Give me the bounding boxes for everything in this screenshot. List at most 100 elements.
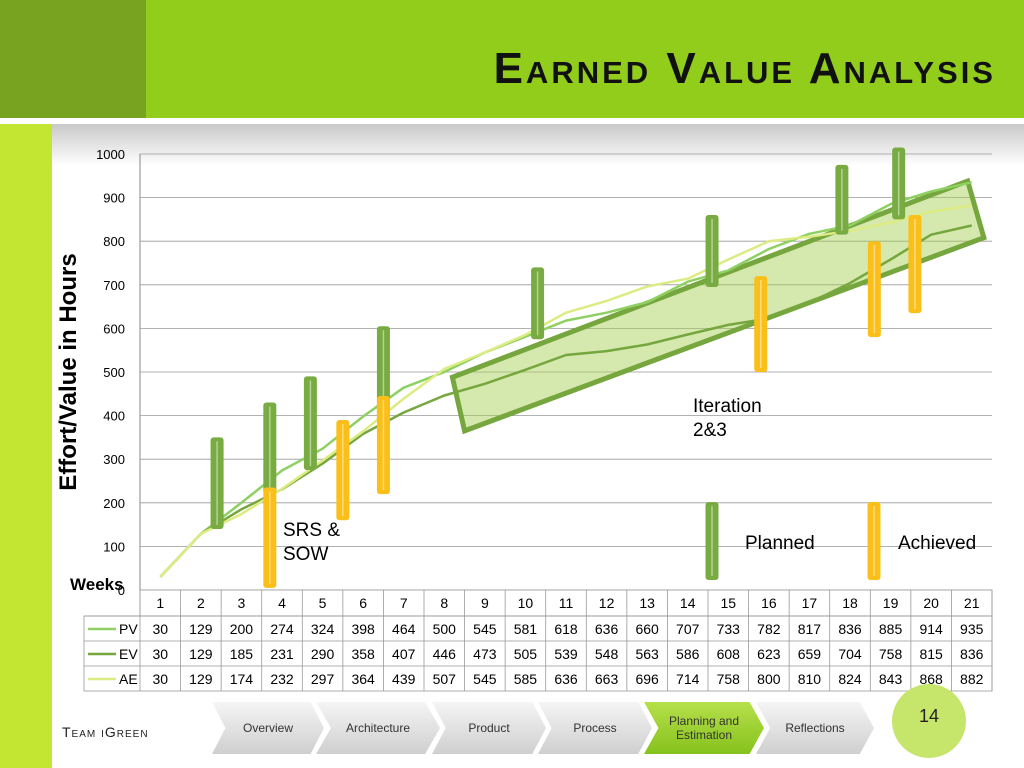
table-week-cell: 7 bbox=[400, 595, 408, 611]
table-value-cell: 500 bbox=[433, 621, 457, 637]
y-tick-label: 1000 bbox=[96, 147, 125, 162]
planned-bar bbox=[835, 164, 849, 235]
table-value-cell: 324 bbox=[311, 621, 335, 637]
table-header-row bbox=[139, 589, 993, 617]
y-tick-label: 0 bbox=[118, 583, 125, 598]
achieved-milestone-label-line: SOW bbox=[283, 544, 328, 565]
table-value-cell: 232 bbox=[270, 671, 294, 687]
table-value-cell: 733 bbox=[717, 621, 741, 637]
table-value-cell: 30 bbox=[152, 646, 168, 662]
achieved-bar-body bbox=[754, 276, 768, 372]
table-week-cell: 18 bbox=[842, 595, 858, 611]
nav-process-label: Process bbox=[573, 721, 617, 735]
legend-achieved-label: Achieved bbox=[898, 533, 976, 554]
table-value-cell: 200 bbox=[230, 621, 254, 637]
planned-bar-body bbox=[531, 267, 545, 340]
achieved-bar-body bbox=[376, 395, 390, 495]
achieved-bar bbox=[754, 276, 768, 372]
table-week-cell: 10 bbox=[518, 595, 534, 611]
y-tick-label: 300 bbox=[103, 452, 125, 467]
planned-bar-body bbox=[892, 147, 906, 220]
achieved-bar-body bbox=[263, 487, 277, 588]
nav-architecture[interactable]: Architecture bbox=[316, 702, 440, 754]
y-tick-label: 800 bbox=[103, 234, 125, 249]
table-week-cell: 13 bbox=[639, 595, 655, 611]
table-value-cell: 30 bbox=[152, 621, 168, 637]
nav-planning-label: Planning and Estimation bbox=[668, 714, 740, 742]
table-week-cell: 1 bbox=[156, 595, 164, 611]
achieved-bar-body bbox=[336, 419, 350, 521]
table-value-cell: 585 bbox=[514, 671, 538, 687]
table-value-cell: 663 bbox=[595, 671, 619, 687]
table-value-cell: 707 bbox=[676, 621, 700, 637]
planned-bar bbox=[263, 402, 277, 495]
nav-process[interactable]: Process bbox=[538, 702, 652, 754]
milestone-labels: SRS & SOW Iteration 2&3 Planned Achieved bbox=[283, 396, 976, 565]
earned-value-chart: 0 100 200 300 400 500 600 700 800 900 1000 SRS & SO… bbox=[55, 147, 993, 692]
table-week-cell: 9 bbox=[481, 595, 489, 611]
planned-bar-body bbox=[210, 437, 224, 529]
nav-product[interactable]: Product bbox=[432, 702, 546, 754]
table-value-cell: 704 bbox=[838, 646, 862, 662]
table-value-cell: 636 bbox=[595, 621, 619, 637]
planned-bar bbox=[892, 147, 906, 220]
table-value-cell: 174 bbox=[230, 671, 254, 687]
table-value-cell: 623 bbox=[757, 646, 781, 662]
nav-reflections-label: Reflections bbox=[785, 721, 845, 735]
table-value-cell: 800 bbox=[757, 671, 781, 687]
page-number: 14 bbox=[918, 706, 940, 726]
achieved-bar bbox=[336, 419, 350, 521]
table-value-cell: 935 bbox=[960, 621, 984, 637]
table-value-cell: 817 bbox=[798, 621, 822, 637]
table-value-cell: 758 bbox=[717, 671, 741, 687]
table-value-cell: 548 bbox=[595, 646, 619, 662]
nav-reflections[interactable]: Reflections bbox=[756, 702, 874, 754]
nav-architecture-label: Architecture bbox=[345, 721, 411, 735]
table-value-cell: 618 bbox=[554, 621, 578, 637]
legend-achieved-swatch-body bbox=[867, 502, 881, 580]
table-value-cell: 439 bbox=[392, 671, 416, 687]
table-value-cell: 290 bbox=[311, 646, 335, 662]
achieved-bar bbox=[908, 215, 922, 314]
nav-overview[interactable]: Overview bbox=[212, 702, 324, 754]
achieved-milestone-label-line: SRS & bbox=[283, 520, 340, 541]
legend-planned-swatch-body bbox=[705, 502, 719, 580]
table-value-cell: 836 bbox=[838, 621, 862, 637]
table-week-cell: 6 bbox=[359, 595, 367, 611]
table-value-cell: 398 bbox=[351, 621, 375, 637]
table-value-cell: 129 bbox=[189, 621, 213, 637]
table-value-cell: 836 bbox=[960, 646, 984, 662]
team-name-footer: Team iGreen bbox=[62, 724, 149, 740]
y-tick-label: 700 bbox=[103, 278, 125, 293]
nav-overview-label: Overview bbox=[242, 721, 293, 735]
y-tick-label: 600 bbox=[103, 321, 125, 336]
table-week-cell: 12 bbox=[599, 595, 615, 611]
table-value-cell: 539 bbox=[554, 646, 578, 662]
table-value-cell: 464 bbox=[392, 621, 416, 637]
planned-bar bbox=[531, 267, 545, 340]
table-week-cell: 5 bbox=[319, 595, 327, 611]
y-tick-label: 500 bbox=[103, 365, 125, 380]
table-week-cell: 16 bbox=[761, 595, 777, 611]
table-value-cell: 446 bbox=[433, 646, 457, 662]
table-week-cell: 17 bbox=[802, 595, 818, 611]
table-value-cell: 885 bbox=[879, 621, 903, 637]
table-week-cell: 21 bbox=[964, 595, 980, 611]
table-value-cell: 231 bbox=[270, 646, 294, 662]
side-accent-bar bbox=[0, 124, 52, 768]
y-axis-label: Effort/Value in Hours bbox=[55, 253, 82, 490]
table-week-cell: 8 bbox=[440, 595, 448, 611]
nav-planning-and-estimation[interactable]: Planning and Estimation bbox=[644, 702, 764, 754]
table-week-cell: 20 bbox=[923, 595, 939, 611]
planned-bar bbox=[210, 437, 224, 529]
y-tick-label: 100 bbox=[103, 539, 125, 554]
planned-bar bbox=[705, 215, 719, 287]
header-divider bbox=[0, 118, 1024, 124]
planned-bar bbox=[303, 376, 317, 471]
y-tick-label: 900 bbox=[103, 191, 125, 206]
table-value-cell: 129 bbox=[189, 646, 213, 662]
table-series-name: EV bbox=[119, 646, 138, 662]
section-nav: Overview Architecture Product Process Pl… bbox=[212, 702, 898, 754]
table-value-cell: 696 bbox=[635, 671, 659, 687]
